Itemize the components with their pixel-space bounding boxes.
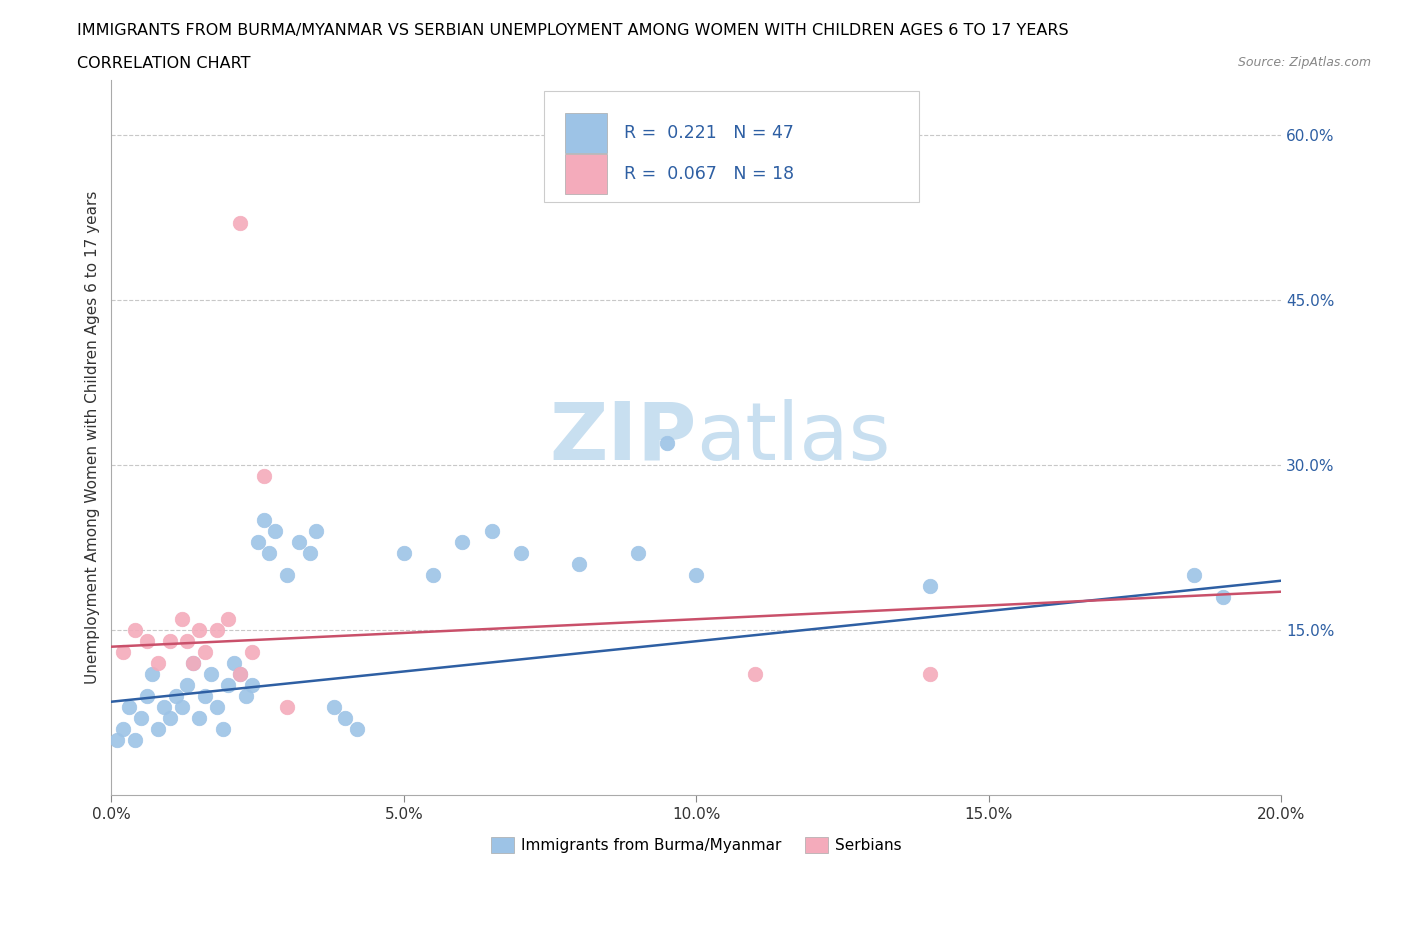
Point xyxy=(509,546,531,561)
Point xyxy=(287,535,309,550)
Point xyxy=(229,667,252,682)
Point xyxy=(657,436,679,451)
FancyBboxPatch shape xyxy=(565,113,607,153)
Point xyxy=(240,678,263,693)
FancyBboxPatch shape xyxy=(544,91,918,202)
Point xyxy=(165,689,187,704)
Point xyxy=(920,667,942,682)
FancyBboxPatch shape xyxy=(565,154,607,193)
Point xyxy=(235,689,257,704)
Y-axis label: Unemployment Among Women with Children Ages 6 to 17 years: Unemployment Among Women with Children A… xyxy=(86,191,100,684)
Point xyxy=(451,535,474,550)
Point xyxy=(159,633,181,648)
Point xyxy=(276,567,298,582)
Point xyxy=(112,644,135,659)
Point xyxy=(229,216,252,231)
Point xyxy=(176,678,198,693)
Point xyxy=(392,546,415,561)
Text: R =  0.221   N = 47: R = 0.221 N = 47 xyxy=(624,124,794,142)
Point xyxy=(205,623,228,638)
Point xyxy=(105,733,128,748)
Point xyxy=(148,722,170,737)
Point xyxy=(194,689,217,704)
Text: ZIP: ZIP xyxy=(550,399,696,477)
Point xyxy=(744,667,766,682)
Text: CORRELATION CHART: CORRELATION CHART xyxy=(77,56,250,71)
Point xyxy=(153,699,176,714)
Point xyxy=(335,711,357,725)
Point xyxy=(135,689,157,704)
Legend: Immigrants from Burma/Myanmar, Serbians: Immigrants from Burma/Myanmar, Serbians xyxy=(485,830,908,859)
Point xyxy=(568,557,591,572)
Point xyxy=(299,546,322,561)
Point xyxy=(252,512,274,527)
Point xyxy=(920,578,942,593)
Point xyxy=(118,699,141,714)
Point xyxy=(112,722,135,737)
Point xyxy=(422,567,444,582)
Point xyxy=(170,612,193,627)
Point xyxy=(148,656,170,671)
Point xyxy=(124,623,146,638)
Point xyxy=(135,633,157,648)
Point xyxy=(176,633,198,648)
Point xyxy=(1182,567,1205,582)
Point xyxy=(205,699,228,714)
Point xyxy=(194,644,217,659)
Point xyxy=(129,711,152,725)
Point xyxy=(181,656,204,671)
Point xyxy=(685,567,707,582)
Point xyxy=(276,699,298,714)
Point xyxy=(259,546,281,561)
Point xyxy=(217,678,239,693)
Point xyxy=(188,711,211,725)
Point xyxy=(211,722,233,737)
Point xyxy=(159,711,181,725)
Point xyxy=(229,667,252,682)
Point xyxy=(305,524,328,538)
Text: R =  0.067   N = 18: R = 0.067 N = 18 xyxy=(624,165,794,183)
Point xyxy=(188,623,211,638)
Point xyxy=(346,722,368,737)
Point xyxy=(217,612,239,627)
Point xyxy=(481,524,503,538)
Point xyxy=(246,535,269,550)
Point xyxy=(224,656,246,671)
Text: IMMIGRANTS FROM BURMA/MYANMAR VS SERBIAN UNEMPLOYMENT AMONG WOMEN WITH CHILDREN : IMMIGRANTS FROM BURMA/MYANMAR VS SERBIAN… xyxy=(77,23,1069,38)
Point xyxy=(240,644,263,659)
Point xyxy=(322,699,344,714)
Point xyxy=(124,733,146,748)
Point xyxy=(252,469,274,484)
Point xyxy=(170,699,193,714)
Point xyxy=(264,524,287,538)
Text: atlas: atlas xyxy=(696,399,891,477)
Text: Source: ZipAtlas.com: Source: ZipAtlas.com xyxy=(1237,56,1371,69)
Point xyxy=(141,667,163,682)
Point xyxy=(1212,590,1234,604)
Point xyxy=(181,656,204,671)
Point xyxy=(200,667,222,682)
Point xyxy=(627,546,650,561)
